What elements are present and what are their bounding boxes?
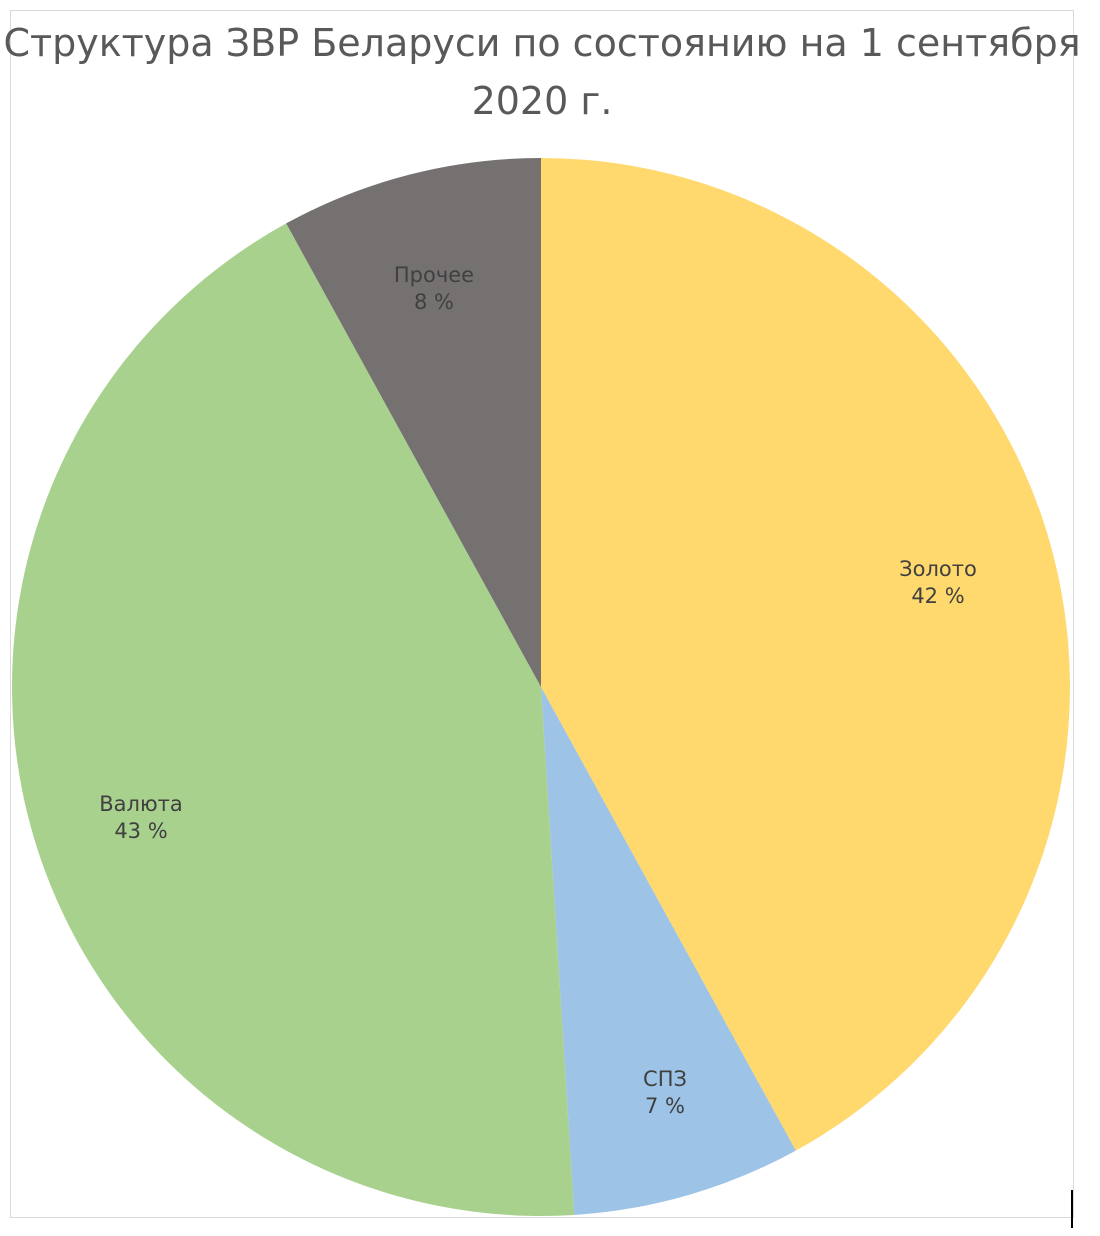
slice-value-label-2: 7 % [645, 1094, 685, 1118]
slice-label-1: Золото [899, 557, 977, 581]
pie-labels: Золото 42 % СПЗ 7 % Валюта 43 % Прочее 8 % [99, 263, 977, 1118]
slice-value-label-1: 42 % [911, 584, 964, 608]
slice-label-3: Валюта [99, 792, 182, 816]
slice-value-label-4: 8 % [414, 290, 454, 314]
chart-title: Структура ЗВР Беларуси по состоянию на 1… [0, 14, 1084, 130]
slice-label-2: СПЗ [643, 1067, 687, 1091]
slice-value-label-3: 43 % [114, 819, 167, 843]
chart-title-line-1: Структура ЗВР Беларуси по состоянию на 1… [3, 21, 1081, 65]
pie-slice-3 [11, 223, 575, 1217]
text-cursor-mark [1071, 1190, 1073, 1228]
chart-title-line-2: 2020 г. [471, 79, 613, 123]
slice-label-4: Прочее [394, 263, 474, 287]
chart-frame [10, 10, 1074, 1218]
pie-slice-1 [541, 158, 1071, 1151]
pie-slice-4 [286, 158, 541, 687]
pie-slice-2 [541, 687, 796, 1215]
pie-slices [11, 158, 1071, 1217]
